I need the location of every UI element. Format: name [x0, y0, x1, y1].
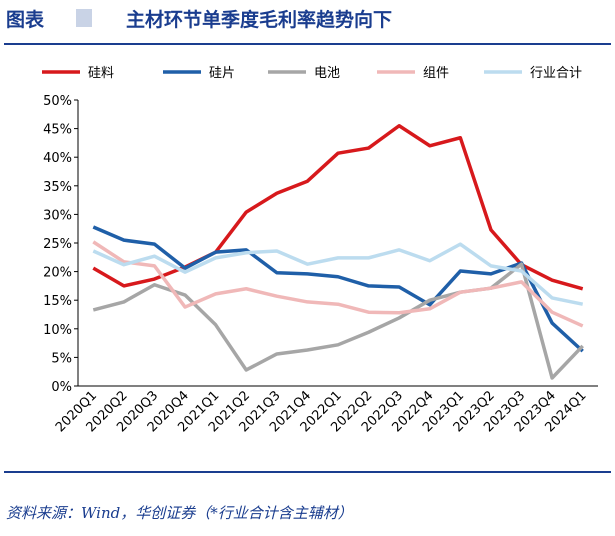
chart-title: 主材环节单季度毛利率趋势向下 — [126, 8, 392, 31]
y-tick-label: 35% — [43, 180, 72, 195]
series-line — [92, 240, 584, 328]
series-line — [92, 225, 584, 353]
legend-label: 硅片 — [209, 66, 235, 81]
y-tick-label: 15% — [43, 294, 72, 309]
y-tick-label: 30% — [43, 208, 72, 223]
y-tick-label: 20% — [43, 266, 72, 281]
y-tick-label: 25% — [43, 237, 72, 252]
y-tick-label: 45% — [43, 123, 72, 138]
icon — [76, 9, 92, 27]
legend-label: 组件 — [423, 66, 449, 81]
source-note: 资料来源：Wind，华创证券（*行业合计含主辅材） — [6, 504, 353, 522]
y-tick-label: 10% — [43, 323, 72, 338]
y-tick-label: 0% — [51, 380, 72, 395]
y-tick-label: 50% — [43, 94, 72, 109]
series-line — [92, 242, 584, 306]
figure-label: 图表 — [6, 8, 45, 31]
legend-label: 电池 — [314, 66, 340, 81]
legend-label: 硅料 — [88, 66, 114, 81]
legend-label: 行业合计 — [530, 66, 582, 81]
series-line — [92, 123, 584, 291]
y-tick-label: 5% — [51, 351, 72, 366]
y-tick-label: 40% — [43, 151, 72, 166]
